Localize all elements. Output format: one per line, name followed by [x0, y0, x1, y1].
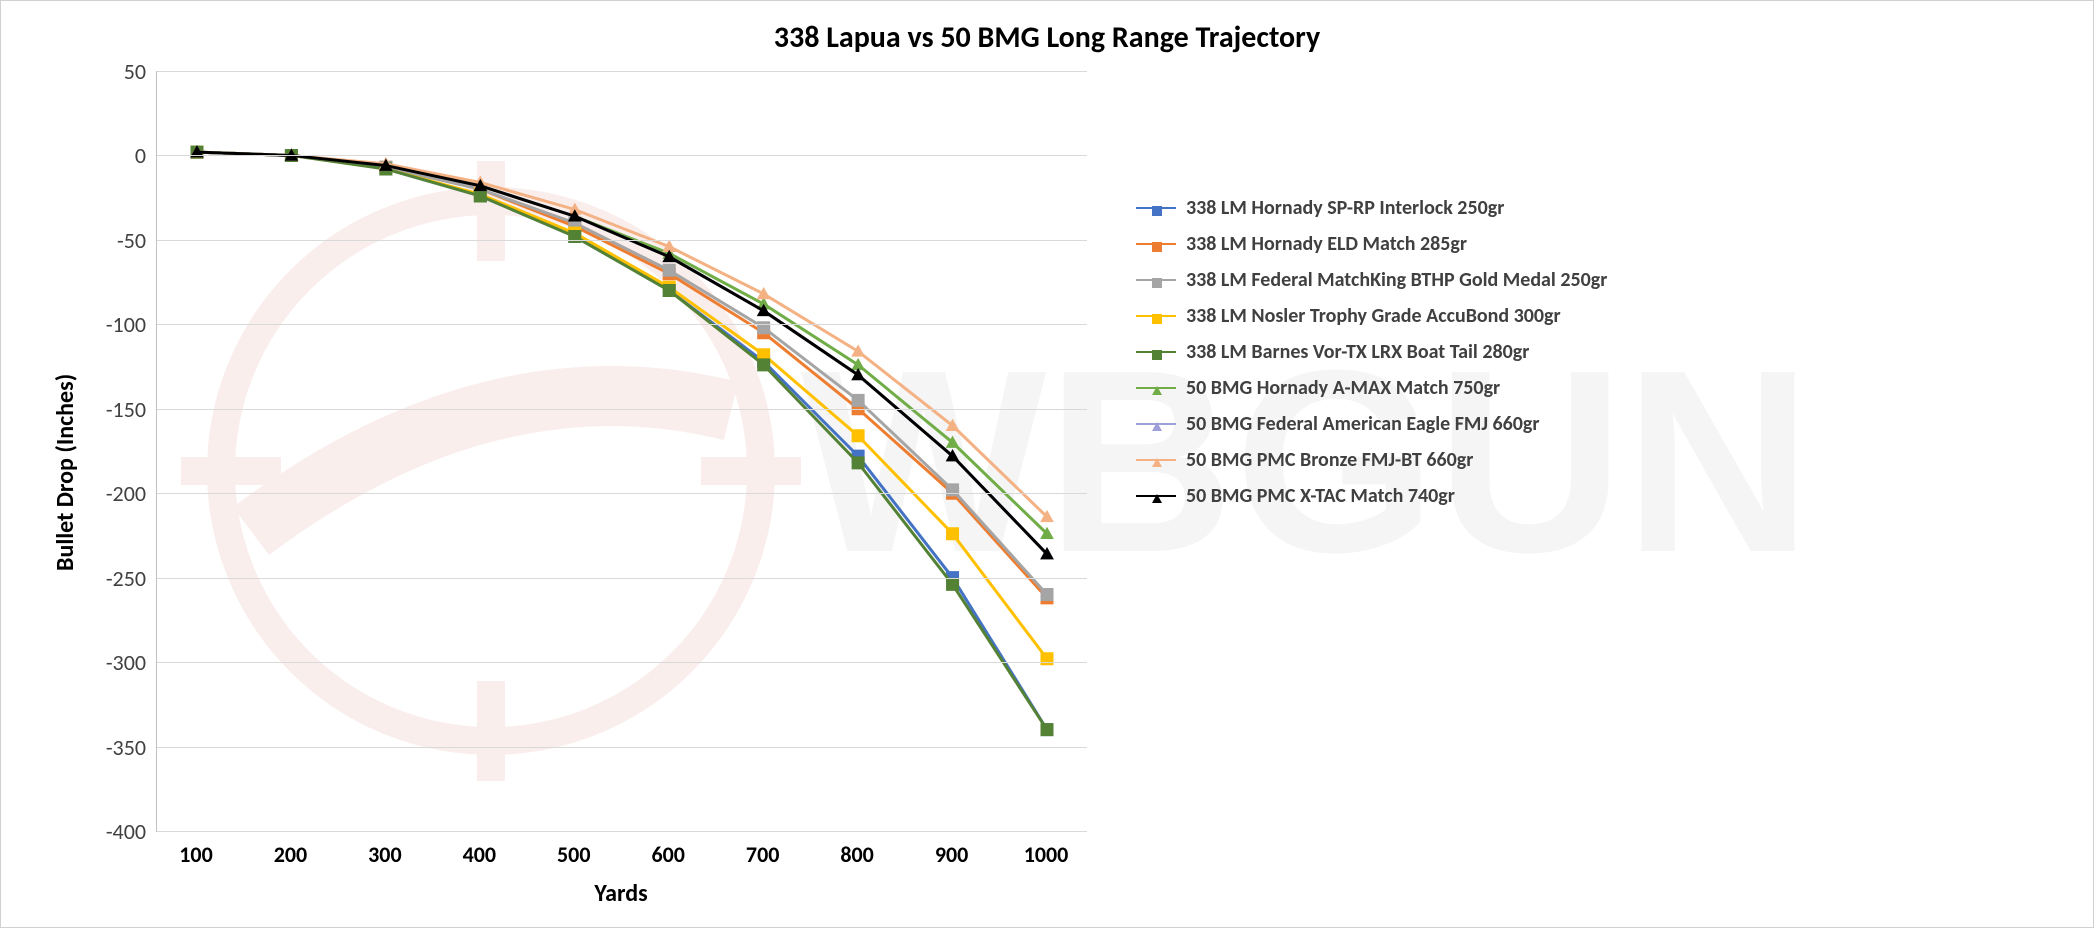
- series-marker: [663, 285, 675, 297]
- legend-item: 50 BMG Federal American Eagle FMJ 660gr: [1136, 412, 1607, 436]
- series-line: [197, 152, 1047, 730]
- legend: 338 LM Hornady SP-RP Interlock 250gr 338 …: [1136, 196, 1607, 520]
- legend-swatch: [1136, 423, 1176, 425]
- series-marker: [852, 345, 864, 356]
- chart-title: 338 Lapua vs 50 BMG Long Range Trajector…: [1, 19, 2093, 56]
- legend-marker-icon: [1151, 383, 1161, 393]
- legend-marker-icon: [1151, 419, 1161, 429]
- legend-item: 50 BMG PMC Bronze FMJ-BT 660gr: [1136, 448, 1607, 472]
- legend-item: 338 LM Hornady ELD Match 285gr: [1136, 232, 1607, 256]
- legend-item: 50 BMG PMC X-TAC Match 740gr: [1136, 484, 1607, 508]
- y-tick-label: 50: [76, 58, 146, 85]
- series-line: [197, 152, 1047, 730]
- gridline: [157, 578, 1087, 579]
- legend-item: 50 BMG Hornady A-MAX Match 750gr: [1136, 376, 1607, 400]
- chart-container: WBGUN 338 Lapua vs 50 BMG Long Range Tra…: [0, 0, 2094, 928]
- x-tick-label: 100: [156, 841, 236, 868]
- legend-swatch: [1136, 459, 1176, 461]
- legend-label: 338 LM Nosler Trophy Grade AccuBond 300g…: [1186, 304, 1561, 328]
- y-tick-label: -300: [76, 649, 146, 676]
- x-tick-label: 300: [345, 841, 425, 868]
- legend-marker-icon: [1151, 239, 1161, 249]
- series-marker: [1041, 589, 1053, 601]
- legend-label: 338 LM Hornady SP-RP Interlock 250gr: [1186, 196, 1504, 220]
- x-tick-label: 500: [534, 841, 614, 868]
- series-marker: [758, 359, 770, 371]
- legend-marker-icon: [1151, 455, 1161, 465]
- legend-marker-icon: [1151, 491, 1161, 501]
- legend-swatch: [1136, 315, 1176, 317]
- legend-label: 338 LM Hornady ELD Match 285gr: [1186, 232, 1467, 256]
- y-tick-label: -200: [76, 480, 146, 507]
- y-tick-label: 0: [76, 142, 146, 169]
- series-marker: [852, 394, 864, 406]
- y-tick-label: -400: [76, 818, 146, 845]
- gridline: [157, 409, 1087, 410]
- legend-swatch: [1136, 495, 1176, 497]
- legend-swatch: [1136, 243, 1176, 245]
- legend-item: 338 LM Hornady SP-RP Interlock 250gr: [1136, 196, 1607, 220]
- chart-lines-svg: [157, 71, 1087, 831]
- x-tick-label: 900: [912, 841, 992, 868]
- legend-marker-icon: [1151, 347, 1161, 357]
- legend-label: 50 BMG Federal American Eagle FMJ 660gr: [1186, 412, 1540, 436]
- legend-swatch: [1136, 387, 1176, 389]
- legend-swatch: [1136, 279, 1176, 281]
- gridline: [157, 240, 1087, 241]
- legend-label: 50 BMG PMC X-TAC Match 740gr: [1186, 484, 1455, 508]
- legend-swatch: [1136, 351, 1176, 353]
- gridline: [157, 493, 1087, 494]
- y-tick-label: -250: [76, 565, 146, 592]
- gridline: [157, 155, 1087, 156]
- x-tick-label: 400: [439, 841, 519, 868]
- y-tick-label: -150: [76, 396, 146, 423]
- gridline: [157, 747, 1087, 748]
- legend-marker-icon: [1151, 203, 1161, 213]
- series-marker: [947, 528, 959, 540]
- legend-marker-icon: [1151, 275, 1161, 285]
- x-tick-label: 200: [250, 841, 330, 868]
- x-axis-title: Yards: [156, 879, 1086, 908]
- gridline: [157, 662, 1087, 663]
- y-tick-label: -350: [76, 734, 146, 761]
- x-tick-label: 700: [723, 841, 803, 868]
- gridline: [157, 831, 1087, 832]
- series-marker: [947, 578, 959, 590]
- y-tick-label: -100: [76, 311, 146, 338]
- series-line: [197, 152, 1047, 534]
- series-marker: [663, 264, 675, 276]
- series-line: [197, 152, 1047, 598]
- gridline: [157, 324, 1087, 325]
- legend-swatch: [1136, 207, 1176, 209]
- gridline: [157, 71, 1087, 72]
- x-tick-label: 800: [817, 841, 897, 868]
- legend-item: 338 LM Barnes Vor-TX LRX Boat Tail 280gr: [1136, 340, 1607, 364]
- series-line: [197, 152, 1047, 594]
- legend-item: 338 LM Nosler Trophy Grade AccuBond 300g…: [1136, 304, 1607, 328]
- series-marker: [852, 430, 864, 442]
- series-marker: [474, 190, 486, 202]
- legend-marker-icon: [1151, 311, 1161, 321]
- legend-item: 338 LM Federal MatchKing BTHP Gold Medal…: [1136, 268, 1607, 292]
- x-tick-label: 1000: [1006, 841, 1086, 868]
- x-tick-label: 600: [628, 841, 708, 868]
- legend-label: 338 LM Barnes Vor-TX LRX Boat Tail 280gr: [1186, 340, 1529, 364]
- y-tick-label: -50: [76, 227, 146, 254]
- series-marker: [852, 457, 864, 469]
- series-marker: [1041, 724, 1053, 736]
- legend-label: 338 LM Federal MatchKing BTHP Gold Medal…: [1186, 268, 1607, 292]
- legend-label: 50 BMG PMC Bronze FMJ-BT 660gr: [1186, 448, 1473, 472]
- plot-area: [156, 71, 1087, 832]
- legend-label: 50 BMG Hornady A-MAX Match 750gr: [1186, 376, 1500, 400]
